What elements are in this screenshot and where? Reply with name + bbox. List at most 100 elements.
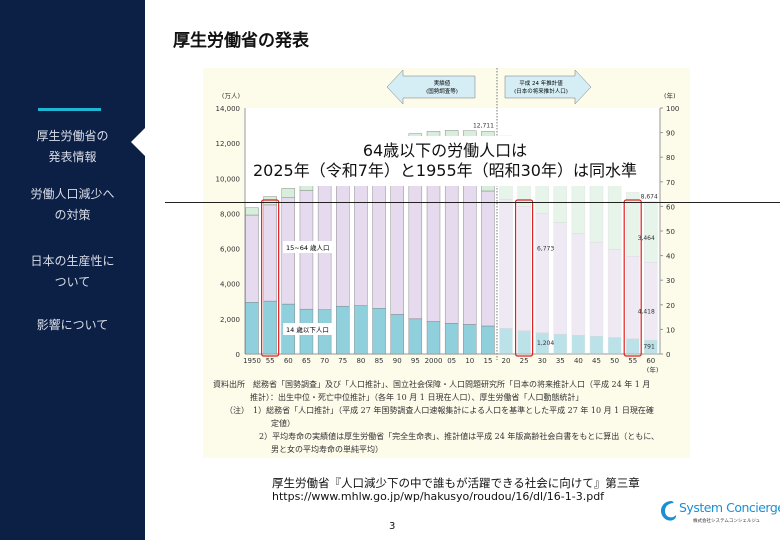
bar-over65: [281, 188, 296, 198]
y2-tick-label: 80: [666, 154, 675, 162]
y2-tick-label: 90: [666, 130, 675, 138]
y2-unit: (年): [664, 91, 676, 100]
logo-subtitle: 株式会社システムコンシェルジュ: [693, 519, 761, 524]
x-tick-label: 90: [393, 357, 402, 365]
y2-tick-label: 60: [666, 203, 675, 211]
y-tick-label: 4,000: [220, 281, 240, 289]
data-label-over65-2060: 3,464: [638, 235, 655, 242]
y2-tick-label: 70: [666, 179, 675, 187]
y2-tick-label: 100: [666, 105, 679, 113]
bar-over65: [626, 192, 640, 257]
y2-tick-label: 0: [666, 351, 670, 359]
arrow-actual-icon: [386, 69, 476, 105]
bar-15-64: [553, 222, 567, 335]
x-tick-label: 80: [356, 357, 365, 365]
logo-name: System Concierge: [679, 500, 780, 515]
population-chart: 0 2,000 4,000 6,000 8,000 10,000 12,000 14,000 0…: [203, 68, 690, 458]
bar-under14: [481, 325, 495, 355]
bar-over65: [644, 201, 658, 263]
x-tick-label: 40: [574, 357, 583, 365]
bar-15-64: [499, 199, 513, 329]
bar-15-64: [354, 166, 368, 306]
data-label-total-2015: 12,711: [473, 123, 494, 130]
company-logo: System Concierge 株式会社システムコンシェルジュ: [657, 498, 780, 528]
bar-15-64: [481, 190, 495, 327]
callout-box: 64歳以下の労働人口は 2025年（令和7年）と1955年（昭和30年）は同水準: [246, 136, 644, 186]
label-bg: [283, 241, 335, 253]
label-15-64: 15~64 歳人口: [286, 243, 330, 252]
bar-15-64: [426, 169, 441, 322]
bar-under14: [463, 324, 477, 355]
highlight-box: [623, 199, 642, 357]
x-tick-label: 35: [556, 357, 565, 365]
y-tick-label: 6,000: [220, 246, 240, 254]
x-tick-label: 20: [502, 357, 511, 365]
source-text-2: 推計）：出生中位・死亡中位推計」（各年 10 月 1 日現在人口）、厚生労働省「…: [250, 393, 584, 402]
x-tick-label: 60: [646, 357, 655, 365]
bar-15-64: [589, 241, 604, 337]
note-1: （注） 1）総務省「人口推計」（平成 27 年国勢調査人口速報集計による人口を基…: [225, 406, 654, 415]
bar-15-64: [444, 175, 459, 324]
bar-under14: [354, 305, 368, 355]
bar-under14: [408, 318, 423, 355]
bar-under14: [517, 330, 531, 355]
note-2: 2）平均寿命の実績値は厚生労働省「完全生命表」、推計値は平成 24 年版高齢社会…: [259, 432, 659, 441]
highlight-box: [515, 199, 534, 357]
bar-under14: [444, 323, 459, 355]
bar-15-64: [263, 204, 277, 302]
data-label-under14-2060: 791: [643, 344, 655, 351]
label-bg: [283, 323, 333, 335]
bar-15-64: [644, 262, 658, 341]
x-tick-label: 65: [302, 357, 311, 365]
y-tick-label: 8,000: [220, 210, 240, 218]
source-url[interactable]: https://www.mhlw.go.jp/wp/hakusyo/roudou…: [272, 490, 605, 503]
bar-15-64: [463, 181, 477, 325]
bar-15-64: [390, 163, 404, 315]
logo-swirl-icon: [660, 501, 677, 521]
sidebar-item-countermeasures[interactable]: 労働人口減少へ の対策: [30, 187, 115, 222]
x-tick-label: 75: [338, 357, 347, 365]
bar-under14: [390, 314, 404, 355]
y2-tick-label: 50: [666, 228, 675, 236]
bar-under14: [245, 302, 259, 355]
y-tick-label: 2,000: [220, 316, 240, 324]
bar-15-64: [517, 206, 531, 331]
projected-label: 平成 24 年推計値: [519, 79, 563, 87]
divider-line: [165, 202, 780, 203]
bar-15-64: [607, 249, 622, 338]
y-tick-label: 14,000: [216, 105, 241, 113]
note-1b: 定値）: [271, 419, 295, 428]
bar-under14: [553, 333, 567, 355]
bar-under14: [607, 337, 622, 355]
bar-under14: [626, 338, 640, 355]
bar-under14: [336, 305, 350, 355]
y2-tick-label: 10: [666, 326, 675, 334]
note-2b: 男と女の平均寿命の単純平均）: [271, 445, 383, 454]
actual-label-2: (国勢調査等): [426, 87, 458, 95]
bar-under14: [426, 321, 441, 355]
bar-15-64: [245, 214, 259, 303]
x-tick-label: 55: [628, 357, 637, 365]
citation: 厚生労働省『人口減少下の中で誰もが活躍できる社会に向けて』第三章: [272, 476, 640, 490]
x-tick-label: 60: [284, 357, 293, 365]
x-tick-label: 50: [610, 357, 619, 365]
arrow-projected-icon: [504, 69, 592, 105]
bar-under14: [499, 328, 513, 355]
sidebar-item-mhlw-announcement[interactable]: 厚生労働省の 発表情報: [36, 129, 109, 164]
sidebar-item-impact[interactable]: 影響について: [36, 318, 109, 332]
bar-15-64: [408, 165, 423, 320]
y2-tick-label: 40: [666, 253, 675, 261]
page-title: 厚生労働省の発表: [173, 31, 309, 51]
data-label-1564-2060: 4,418: [638, 309, 655, 316]
bar-15-64: [626, 255, 640, 340]
bar-15-64: [336, 172, 350, 307]
sidebar-item-productivity[interactable]: 日本の生産性に ついて: [30, 254, 115, 289]
projected-label-2: (日本の将来推計人口): [514, 87, 568, 95]
accent-bar: [38, 108, 101, 111]
bar-15-64: [571, 233, 586, 336]
bar-under14: [263, 300, 277, 355]
x-tick-label: 10: [465, 357, 474, 365]
data-label-1564-2030: 6,773: [537, 245, 554, 252]
callout-line-1: 64歳以下の労働人口は: [362, 141, 528, 160]
bar-under14: [589, 336, 604, 355]
